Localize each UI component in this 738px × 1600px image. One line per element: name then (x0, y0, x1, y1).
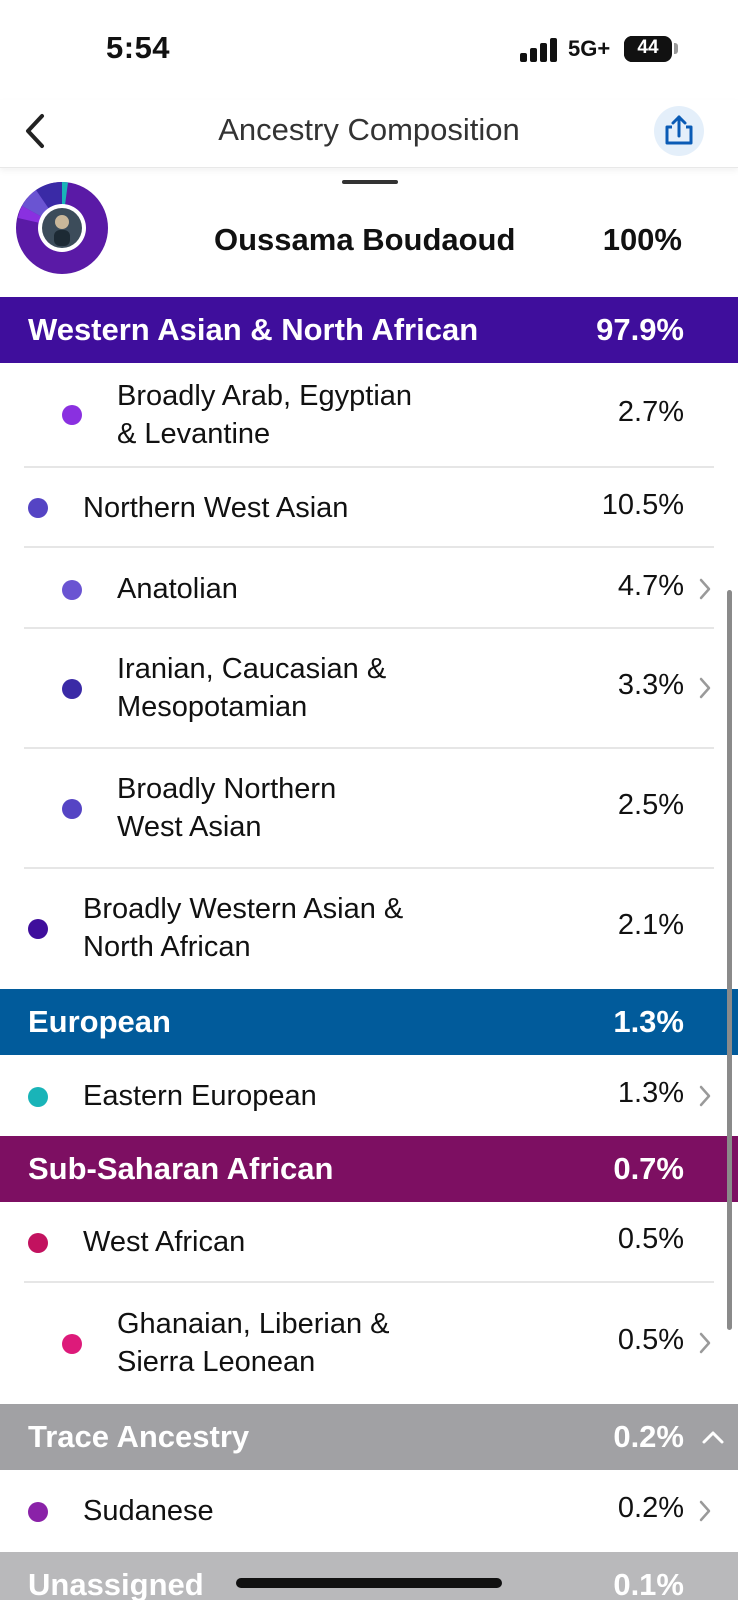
row-percent: 0.5% (617, 1223, 684, 1255)
profile-summary: Oussama Boudaoud 100% (0, 178, 738, 296)
group-label: Sub-Saharan African (28, 1151, 334, 1186)
chevron-left-icon (26, 114, 44, 148)
color-dot (28, 1502, 48, 1522)
color-dot (28, 1087, 48, 1107)
group-percent: 0.1% (613, 1567, 684, 1600)
row-percent: 2.7% (617, 396, 684, 428)
row-percent: 0.2% (617, 1492, 684, 1524)
list-item[interactable]: Eastern European 1.3% (0, 1055, 738, 1136)
home-indicator[interactable] (236, 1578, 502, 1588)
group-percent: 97.9% (596, 312, 684, 347)
group-header-unassigned[interactable]: Unassigned 0.1% (0, 1552, 738, 1600)
group-label: Western Asian & North African (28, 312, 479, 347)
group-label: Trace Ancestry (28, 1419, 250, 1454)
divider (24, 466, 714, 468)
profile-name: Oussama Boudaoud (214, 222, 516, 257)
status-bar: 5:54 5G+ 44 (0, 0, 738, 100)
list-item[interactable]: Ghanaian, Liberian & Sierra Leonean 0.5% (0, 1283, 738, 1404)
row-percent: 0.5% (617, 1324, 684, 1356)
color-dot (62, 799, 82, 819)
chevron-up-icon[interactable] (700, 1426, 726, 1448)
divider (24, 627, 714, 629)
row-percent: 2.1% (617, 909, 684, 941)
battery-level: 44 (637, 37, 659, 58)
group-label: Unassigned (28, 1567, 204, 1600)
color-dot (62, 679, 82, 699)
color-dot (28, 1233, 48, 1253)
row-label: Broadly Western Asian & North African (83, 893, 404, 963)
color-dot (62, 1334, 82, 1354)
row-percent: 2.5% (617, 789, 684, 821)
page-title: Ancestry Composition (218, 112, 520, 147)
chevron-right-icon (699, 1500, 711, 1522)
share-button[interactable] (654, 106, 704, 156)
group-percent: 0.7% (613, 1151, 684, 1186)
color-dot (28, 498, 48, 518)
row-label: Northern West Asian (83, 492, 349, 524)
divider (24, 867, 714, 869)
row-label: Broadly Northern West Asian (117, 773, 337, 843)
group-header-trace-ancestry[interactable]: Trace Ancestry 0.2% (0, 1404, 738, 1470)
chevron-right-icon (699, 677, 711, 699)
ancestry-donut-avatar[interactable] (12, 178, 112, 278)
row-percent: 10.5% (601, 489, 684, 521)
list-item[interactable]: Broadly Western Asian & North African 2.… (0, 869, 738, 989)
color-dot (62, 405, 82, 425)
divider (24, 546, 714, 548)
battery-cap (674, 43, 678, 54)
group-header-european[interactable]: European 1.3% (0, 989, 738, 1055)
row-label: West African (83, 1226, 246, 1258)
row-percent: 4.7% (617, 570, 684, 602)
list-item[interactable]: Sudanese 0.2% (0, 1470, 738, 1552)
profile-percent: 100% (602, 222, 682, 257)
group-header-sub-saharan-african[interactable]: Sub-Saharan African 0.7% (0, 1136, 738, 1202)
chevron-right-icon (699, 1085, 711, 1107)
row-label: Broadly Arab, Egyptian & Levantine (117, 380, 413, 450)
list-item[interactable]: Northern West Asian 10.5% (0, 468, 738, 548)
row-percent: 3.3% (617, 669, 684, 701)
back-button[interactable] (18, 108, 66, 156)
cellular-signal-icon (520, 38, 560, 62)
group-percent: 0.2% (613, 1419, 684, 1454)
navigation-bar: Ancestry Composition (0, 100, 738, 168)
network-type: 5G+ (568, 36, 611, 61)
list-item[interactable]: Iranian, Caucasian & Mesopotamian 3.3% (0, 629, 738, 749)
chevron-right-icon (699, 578, 711, 600)
color-dot (28, 919, 48, 939)
chevron-right-icon (699, 1332, 711, 1354)
list-item[interactable]: Anatolian 4.7% (0, 548, 738, 629)
divider (24, 747, 714, 749)
row-label: Ghanaian, Liberian & Sierra Leonean (117, 1308, 390, 1378)
row-label: Anatolian (117, 573, 238, 605)
list-item[interactable]: Broadly Northern West Asian 2.5% (0, 749, 738, 869)
group-percent: 1.3% (613, 1004, 684, 1039)
color-dot (62, 580, 82, 600)
battery-icon: 44 (624, 36, 672, 62)
row-percent: 1.3% (617, 1077, 684, 1109)
group-label: European (28, 1004, 171, 1039)
row-label: Iranian, Caucasian & Mesopotamian (117, 653, 387, 723)
drag-handle[interactable] (342, 180, 398, 184)
row-label: Sudanese (83, 1495, 214, 1527)
status-time: 5:54 (106, 30, 171, 65)
list-item[interactable]: West African 0.5% (0, 1202, 738, 1283)
share-icon (665, 115, 693, 145)
divider (24, 1281, 714, 1283)
group-header-western-asian-north-african[interactable]: Western Asian & North African 97.9% (0, 297, 738, 363)
row-label: Eastern European (83, 1080, 317, 1112)
donut-chart-icon (13, 179, 111, 277)
list-item[interactable]: Broadly Arab, Egyptian & Levantine 2.7% (0, 363, 738, 468)
scrollbar[interactable] (727, 590, 732, 1330)
